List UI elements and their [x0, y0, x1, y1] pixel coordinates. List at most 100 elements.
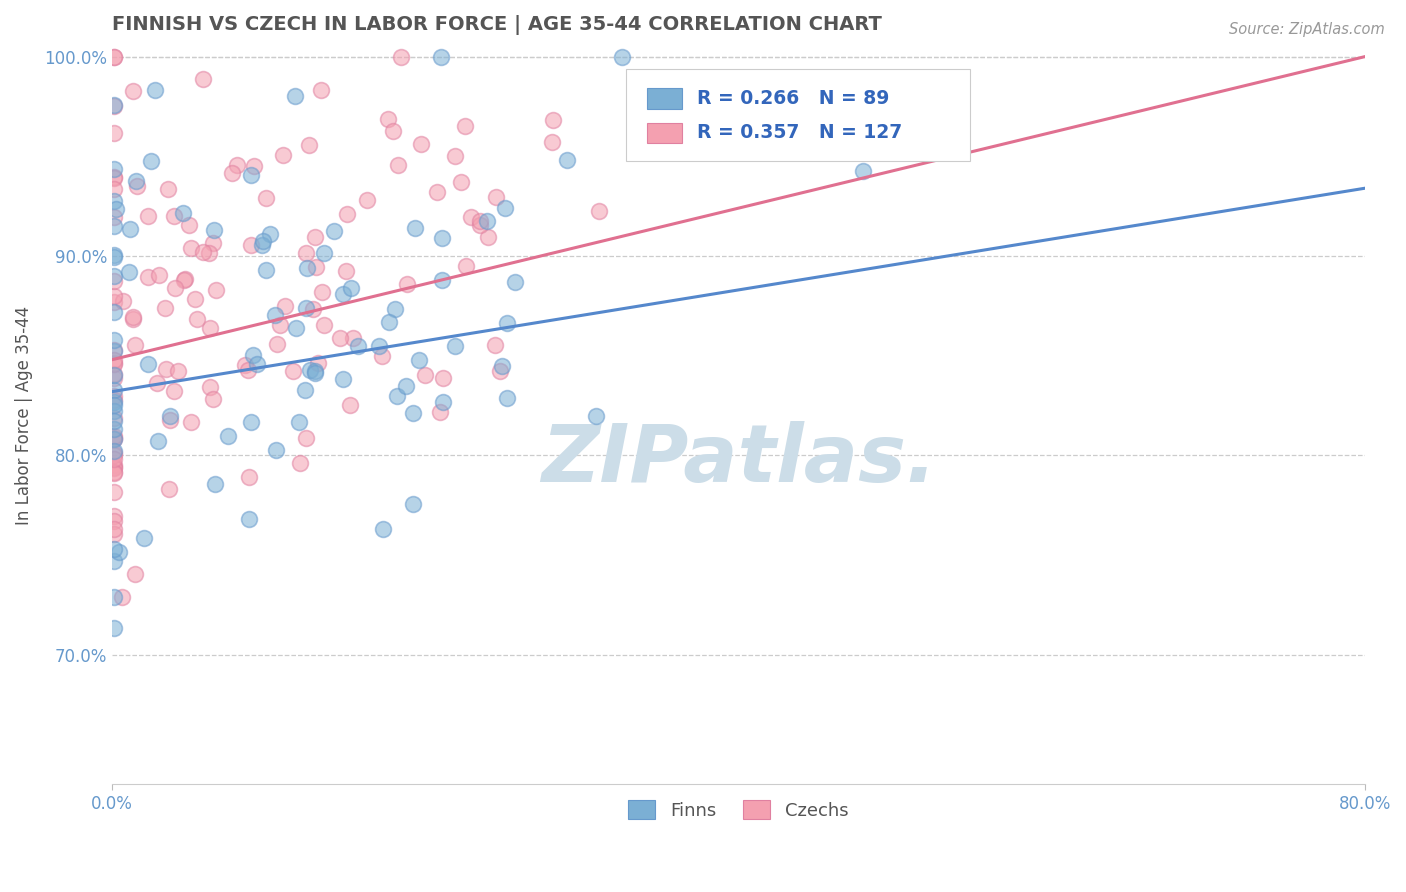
Point — [495, 316, 517, 330]
Point — [387, 158, 409, 172]
Point — [496, 391, 519, 405]
Point — [307, 356, 329, 370]
Point — [103, 392, 125, 407]
Point — [470, 213, 492, 227]
Point — [377, 112, 399, 126]
Point — [124, 338, 146, 352]
Point — [103, 357, 125, 371]
Point — [371, 522, 394, 536]
Point — [138, 269, 160, 284]
Point — [103, 343, 125, 357]
Point — [488, 364, 510, 378]
Point — [153, 301, 176, 316]
Point — [432, 273, 454, 287]
Point — [179, 218, 201, 232]
Point — [198, 379, 221, 393]
Point — [332, 372, 354, 386]
Point — [103, 383, 125, 397]
Point — [103, 508, 125, 523]
Point — [329, 331, 352, 345]
Point — [134, 531, 156, 545]
Point — [103, 429, 125, 443]
Point — [103, 444, 125, 458]
Point — [202, 235, 225, 250]
Point — [111, 293, 134, 308]
Point — [103, 194, 125, 208]
Point — [612, 49, 634, 63]
Point — [103, 458, 125, 472]
Point — [103, 269, 125, 284]
Point — [103, 343, 125, 358]
Point — [298, 138, 321, 153]
Point — [163, 281, 186, 295]
Point — [485, 190, 508, 204]
Point — [155, 362, 177, 376]
Point — [356, 194, 378, 208]
Point — [148, 268, 170, 282]
Point — [264, 308, 287, 322]
Point — [284, 321, 307, 335]
Legend: Finns, Czechs: Finns, Czechs — [621, 793, 856, 827]
Point — [264, 442, 287, 457]
Point — [541, 135, 564, 149]
Point — [103, 446, 125, 460]
Point — [103, 514, 125, 528]
Point — [336, 207, 359, 221]
Point — [105, 202, 128, 217]
Point — [295, 301, 318, 316]
Point — [172, 206, 194, 220]
Point — [118, 265, 141, 279]
Point — [103, 411, 125, 425]
Point — [180, 241, 202, 255]
Point — [103, 126, 125, 140]
Point — [382, 124, 405, 138]
Point — [347, 339, 370, 353]
Point — [103, 170, 125, 185]
Point — [395, 277, 418, 291]
Point — [103, 49, 125, 63]
Point — [103, 289, 125, 303]
Point — [402, 497, 425, 511]
Point — [389, 49, 412, 63]
Point — [246, 357, 269, 371]
Point — [125, 174, 148, 188]
Point — [254, 190, 277, 204]
Point — [103, 459, 125, 474]
Point — [156, 182, 179, 196]
Point — [298, 363, 321, 377]
Point — [302, 302, 325, 317]
Point — [294, 383, 316, 397]
Point — [103, 250, 125, 264]
Point — [266, 336, 288, 351]
Point — [103, 467, 125, 481]
Point — [294, 246, 316, 260]
Point — [180, 415, 202, 429]
Point — [204, 223, 226, 237]
Point — [103, 451, 125, 466]
Point — [193, 245, 215, 260]
Point — [121, 84, 143, 98]
Point — [454, 119, 477, 133]
Point — [157, 482, 180, 496]
Point — [460, 210, 482, 224]
Point — [103, 170, 125, 185]
Point — [103, 461, 125, 475]
Point — [125, 178, 148, 193]
Point — [340, 281, 363, 295]
Point — [103, 422, 125, 436]
Point — [304, 363, 326, 377]
Point — [239, 168, 262, 182]
Point — [198, 321, 221, 335]
Point — [120, 221, 142, 235]
Point — [312, 246, 335, 260]
Point — [387, 389, 409, 403]
Point — [103, 368, 125, 383]
Point — [432, 395, 454, 409]
Point — [205, 283, 228, 297]
Point — [103, 621, 125, 635]
Point — [271, 147, 294, 161]
Point — [323, 224, 346, 238]
Point — [103, 432, 125, 446]
Point — [378, 315, 401, 329]
Point — [141, 154, 163, 169]
